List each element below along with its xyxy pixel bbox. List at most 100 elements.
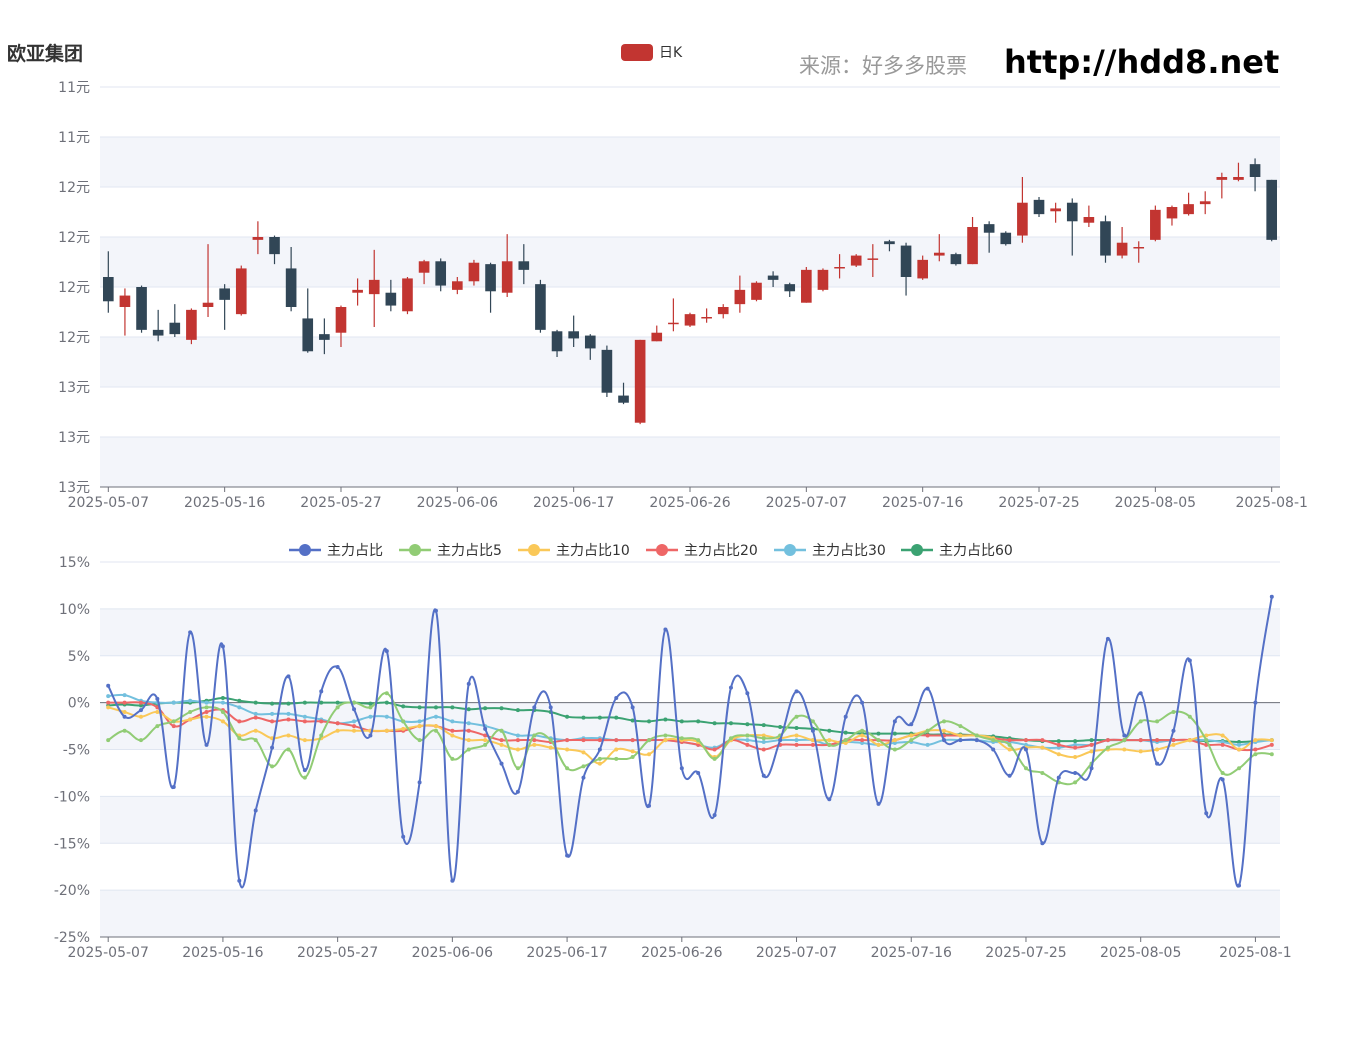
site-url[interactable]: http://hdd8.net [1004, 43, 1279, 81]
candle[interactable] [418, 259, 430, 285]
candle[interactable] [551, 329, 563, 357]
candle[interactable] [1166, 205, 1178, 226]
candle[interactable] [1100, 215, 1111, 263]
candle[interactable] [933, 234, 945, 262]
candle[interactable] [983, 221, 995, 253]
legend-item-1[interactable]: 主力占比5 [399, 543, 502, 559]
candle[interactable] [1116, 227, 1128, 259]
candle[interactable] [684, 312, 696, 327]
candle[interactable] [485, 262, 496, 313]
candle[interactable] [169, 304, 181, 337]
line-y-tick-label: 15% [59, 555, 90, 571]
candle[interactable] [335, 305, 347, 347]
series-0[interactable] [106, 594, 1274, 889]
candle[interactable] [1133, 241, 1145, 263]
legend-item-2[interactable]: 主力占比10 [518, 543, 630, 559]
candle[interactable] [1150, 205, 1161, 242]
candle[interactable] [385, 279, 397, 312]
series-point [925, 742, 930, 747]
candle[interactable] [319, 318, 330, 355]
candle[interactable] [601, 345, 613, 397]
candle[interactable] [1266, 179, 1278, 242]
series-point [581, 738, 586, 743]
candle[interactable] [352, 278, 363, 306]
candle[interactable] [867, 244, 879, 277]
candle[interactable] [584, 334, 596, 360]
legend-dot-icon [528, 544, 540, 556]
candle[interactable] [1017, 177, 1028, 243]
legend-item-5[interactable]: 主力占比60 [901, 543, 1013, 559]
series-point [565, 766, 570, 771]
candle[interactable] [452, 277, 463, 295]
candle[interactable] [402, 277, 413, 315]
candle[interactable] [668, 298, 679, 332]
series-point [827, 742, 832, 747]
candle[interactable] [252, 221, 264, 255]
legend-item-3[interactable]: 主力占比20 [646, 543, 758, 559]
candle[interactable] [618, 382, 629, 405]
candle[interactable] [1083, 205, 1095, 227]
candle[interactable] [535, 279, 546, 333]
candle[interactable] [1249, 158, 1261, 192]
candle[interactable] [219, 284, 230, 330]
candle[interactable] [468, 259, 480, 286]
candle[interactable] [967, 217, 978, 265]
candle[interactable] [119, 288, 131, 336]
legend-item-daily-k[interactable]: 日K [621, 44, 683, 61]
candle[interactable] [850, 254, 862, 267]
series-point [827, 728, 832, 733]
legend-item-0[interactable]: 主力占比 [289, 543, 383, 559]
candle[interactable] [518, 244, 530, 285]
candle[interactable] [1066, 198, 1078, 256]
candle[interactable] [1000, 231, 1012, 246]
series-1[interactable] [106, 691, 1274, 786]
series-point [204, 710, 209, 714]
candle-body [867, 258, 879, 260]
candle[interactable] [1233, 162, 1244, 182]
candle[interactable] [651, 325, 663, 342]
candle[interactable] [1050, 202, 1061, 223]
candle[interactable] [900, 242, 912, 296]
candle[interactable] [285, 247, 297, 312]
kline-y-tick-label: 13元 [58, 480, 90, 496]
legend-item-4[interactable]: 主力占比30 [774, 543, 886, 559]
candle[interactable] [767, 271, 779, 287]
legend-dot-icon [299, 544, 311, 556]
candle[interactable] [368, 249, 380, 327]
candle[interactable] [884, 239, 895, 252]
candle-body [1166, 207, 1178, 219]
series-point [761, 723, 766, 728]
candle[interactable] [501, 234, 513, 297]
series-point [958, 738, 963, 743]
candle[interactable] [717, 304, 729, 319]
series-point [761, 773, 766, 778]
series-point [302, 775, 307, 780]
candle[interactable] [269, 235, 280, 265]
candle[interactable] [186, 308, 197, 345]
candle[interactable] [568, 315, 579, 347]
candle[interactable] [136, 285, 147, 333]
candle[interactable] [435, 258, 447, 292]
candle[interactable] [917, 255, 928, 280]
candle[interactable] [1199, 191, 1211, 215]
candle[interactable] [1216, 172, 1228, 199]
series-point [352, 719, 357, 724]
candle[interactable] [950, 252, 962, 266]
candle[interactable] [102, 251, 114, 313]
candle[interactable] [834, 254, 845, 279]
candle[interactable] [634, 339, 646, 425]
candle-body [668, 322, 679, 325]
candle[interactable] [817, 268, 829, 292]
candle[interactable] [751, 281, 762, 302]
candle[interactable] [302, 288, 314, 353]
candle[interactable] [1033, 197, 1045, 217]
candle[interactable] [734, 275, 746, 313]
candle[interactable] [235, 265, 247, 316]
candle[interactable] [801, 267, 812, 303]
candle[interactable] [202, 244, 214, 317]
candle-body [584, 335, 596, 349]
candle[interactable] [701, 308, 712, 323]
candle[interactable] [784, 282, 796, 297]
candle[interactable] [152, 309, 164, 342]
candle[interactable] [1183, 192, 1194, 216]
